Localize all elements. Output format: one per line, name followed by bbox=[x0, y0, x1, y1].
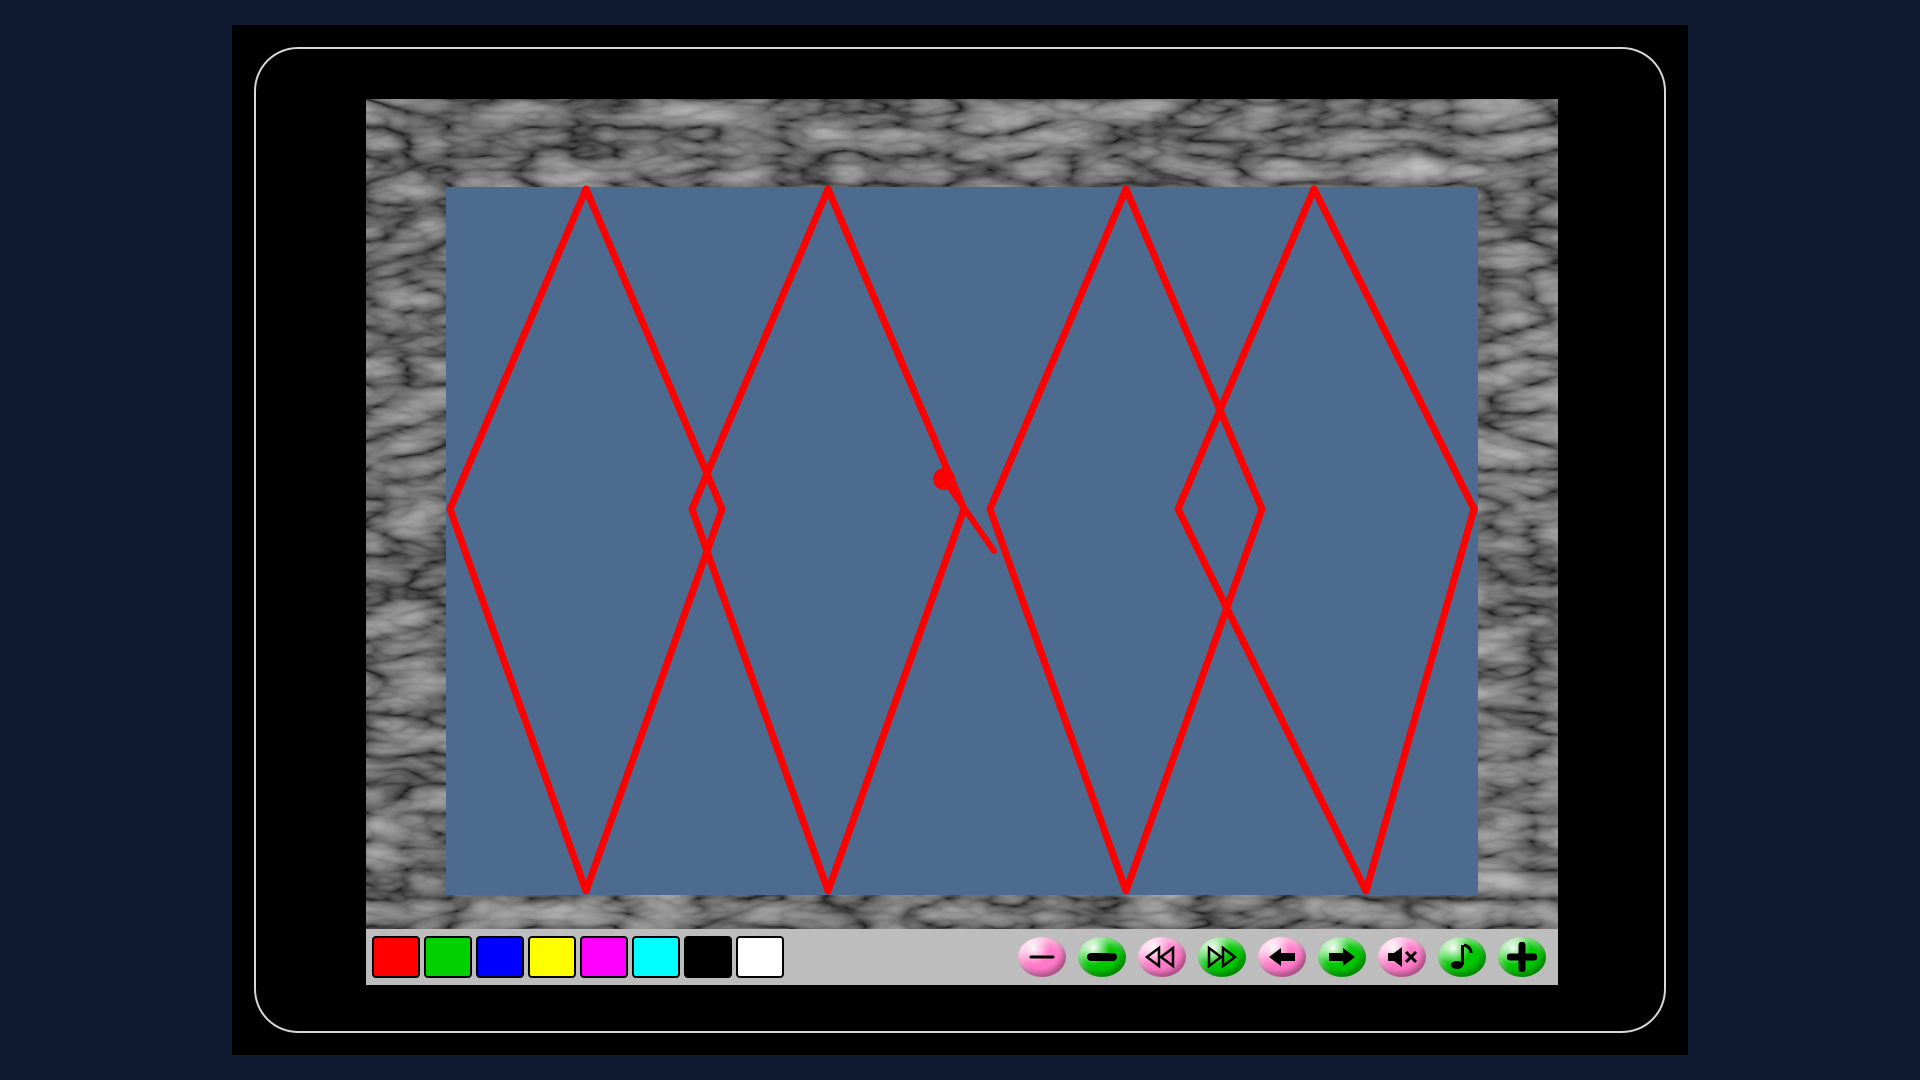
color-swatch-magenta[interactable] bbox=[580, 936, 628, 978]
add-button[interactable] bbox=[1498, 937, 1546, 977]
canvas-svg bbox=[366, 99, 1558, 929]
line-thin-button[interactable] bbox=[1018, 937, 1066, 977]
color-swatch-green[interactable] bbox=[424, 936, 472, 978]
toolbar bbox=[366, 929, 1558, 985]
control-button-row bbox=[1012, 937, 1552, 977]
rewind-button[interactable] bbox=[1138, 937, 1186, 977]
music-button[interactable] bbox=[1438, 937, 1486, 977]
app-screen bbox=[366, 99, 1558, 985]
prev-button[interactable] bbox=[1258, 937, 1306, 977]
drawing-area[interactable] bbox=[446, 187, 1478, 895]
color-swatch-blue[interactable] bbox=[476, 936, 524, 978]
tablet-body bbox=[254, 47, 1666, 1033]
fast-forward-button[interactable] bbox=[1198, 937, 1246, 977]
color-swatch-black[interactable] bbox=[684, 936, 732, 978]
letterbox-frame bbox=[232, 25, 1688, 1055]
color-swatch-cyan[interactable] bbox=[632, 936, 680, 978]
mute-button[interactable] bbox=[1378, 937, 1426, 977]
next-button[interactable] bbox=[1318, 937, 1366, 977]
drawing-canvas[interactable] bbox=[366, 99, 1558, 929]
color-swatch-yellow[interactable] bbox=[528, 936, 576, 978]
color-swatch-red[interactable] bbox=[372, 936, 420, 978]
color-swatch-row bbox=[372, 936, 788, 978]
line-thick-button[interactable] bbox=[1078, 937, 1126, 977]
color-swatch-white[interactable] bbox=[736, 936, 784, 978]
